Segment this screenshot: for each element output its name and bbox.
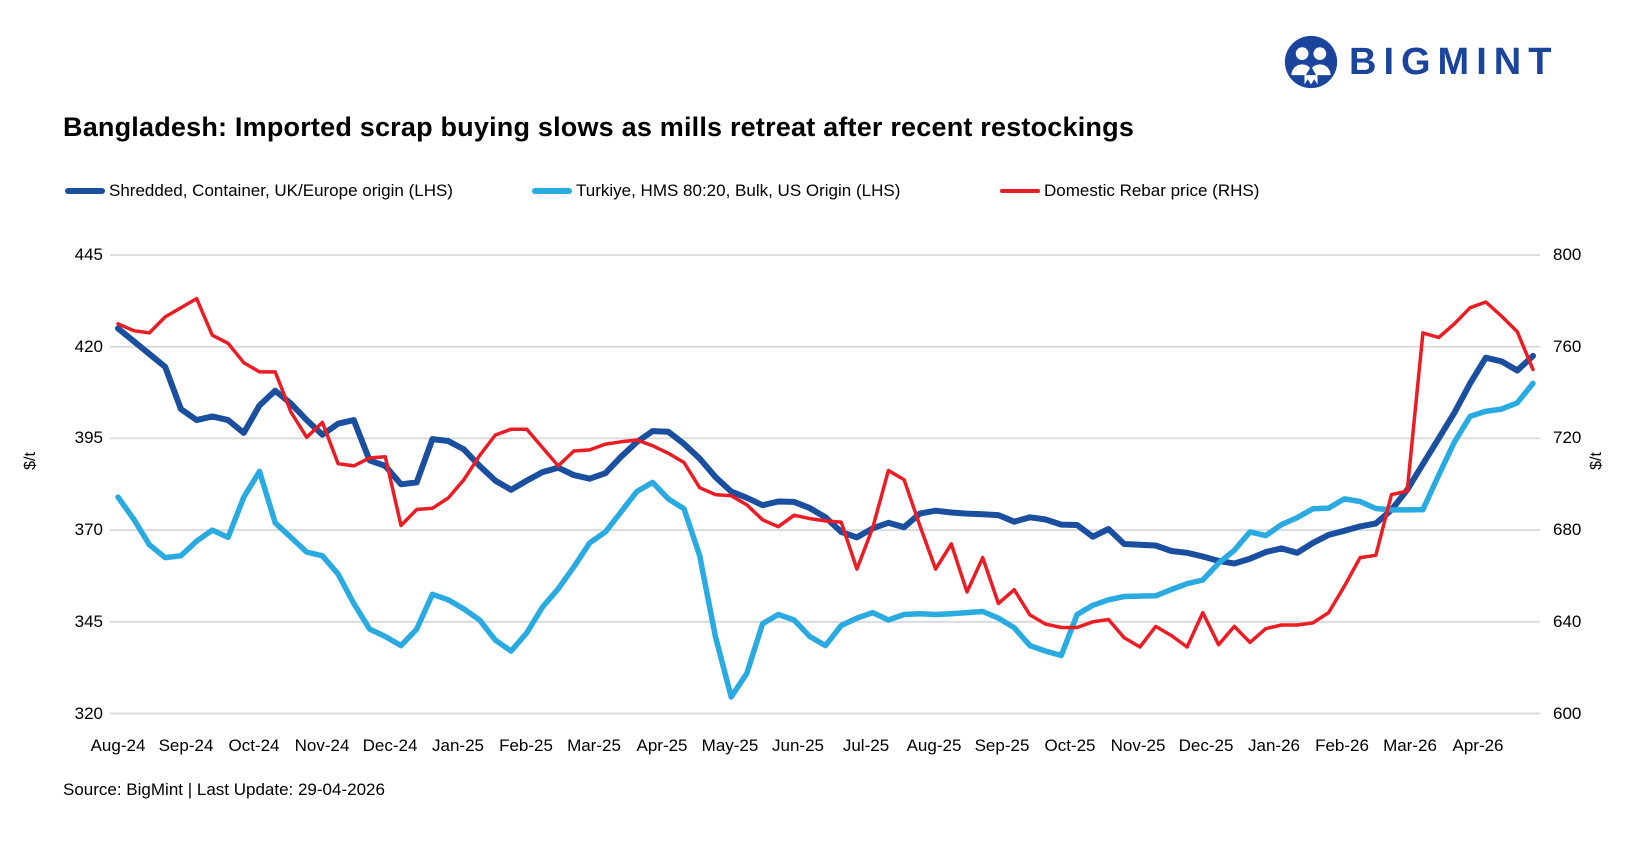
legend-item-domestic-rebar: Domestic Rebar price (RHS) bbox=[1000, 181, 1259, 201]
x-axis-tick: Mar-26 bbox=[1383, 736, 1437, 755]
bigmint-logo-text: BIGMINT bbox=[1349, 40, 1559, 83]
legend-label: Domestic Rebar price (RHS) bbox=[1044, 181, 1260, 200]
left-axis-tick: 370 bbox=[74, 520, 103, 540]
x-axis-tick: Feb-25 bbox=[499, 736, 553, 755]
right-axis-tick: 760 bbox=[1553, 336, 1582, 356]
x-axis-tick: Mar-25 bbox=[567, 736, 621, 755]
x-axis-tick: Jan-26 bbox=[1248, 736, 1300, 755]
legend-swatch-turkiye-hms bbox=[532, 188, 572, 194]
legend-item-turkiye-hms: Turkiye, HMS 80:20, Bulk, US Origin (LHS… bbox=[532, 181, 900, 201]
legend-item-shredded: Shredded, Container, UK/Europe origin (L… bbox=[65, 181, 453, 201]
legend-swatch-shredded bbox=[65, 188, 105, 194]
x-axis-tick: Sep-25 bbox=[974, 736, 1030, 755]
series-line bbox=[115, 380, 1536, 700]
source-note: Source: BigMint | Last Update: 29-04-202… bbox=[63, 780, 385, 799]
left-axis-tick: 345 bbox=[74, 611, 103, 631]
bigmint-logo-icon bbox=[1284, 35, 1338, 89]
x-axis-tick: Aug-24 bbox=[90, 736, 146, 755]
right-axis-unit-label: $/t bbox=[1587, 452, 1605, 470]
x-axis-tick: Aug-25 bbox=[906, 736, 962, 755]
x-axis-tick: Nov-24 bbox=[294, 736, 350, 755]
x-axis-tick: Oct-24 bbox=[228, 736, 280, 755]
left-axis-tick: 445 bbox=[74, 245, 103, 264]
x-axis-tick: Feb-26 bbox=[1315, 736, 1369, 755]
right-axis-tick: 640 bbox=[1553, 611, 1582, 631]
legend-swatch-domestic-rebar bbox=[1000, 189, 1040, 193]
x-axis-tick: Dec-24 bbox=[362, 736, 418, 755]
x-axis-tick: Apr-25 bbox=[636, 736, 688, 755]
left-axis-unit-label: $/t bbox=[21, 452, 39, 470]
bigmint-logo: BIGMINT bbox=[1283, 34, 1558, 90]
series-line bbox=[116, 296, 1535, 649]
left-axis-tick: 395 bbox=[74, 428, 103, 448]
x-axis-tick: Dec-25 bbox=[1178, 736, 1234, 755]
chart-legend: Shredded, Container, UK/Europe origin (L… bbox=[0, 181, 1650, 203]
right-axis-tick: 680 bbox=[1553, 520, 1582, 540]
x-axis-tick: Sep-24 bbox=[158, 736, 214, 755]
x-axis-tick: May-25 bbox=[701, 736, 759, 755]
x-axis-tick: Jul-25 bbox=[842, 736, 890, 755]
x-axis-tick: Nov-25 bbox=[1110, 736, 1166, 755]
x-axis-tick: Apr-26 bbox=[1452, 736, 1504, 755]
legend-label: Turkiye, HMS 80:20, Bulk, US Origin (LHS… bbox=[576, 181, 901, 200]
page-title: Bangladesh: Imported scrap buying slows … bbox=[63, 112, 1135, 142]
series-line bbox=[115, 325, 1536, 567]
right-axis-tick: 720 bbox=[1553, 428, 1582, 448]
x-axis-tick: Jan-25 bbox=[432, 736, 484, 755]
right-axis-tick: 600 bbox=[1553, 703, 1582, 723]
x-axis-tick: Jun-25 bbox=[772, 736, 824, 755]
x-axis-tick: Oct-25 bbox=[1044, 736, 1096, 755]
left-axis-tick: 320 bbox=[74, 703, 103, 723]
right-axis-tick: 800 bbox=[1553, 245, 1582, 264]
legend-label: Shredded, Container, UK/Europe origin (L… bbox=[109, 181, 453, 200]
left-axis-tick: 420 bbox=[74, 336, 103, 356]
